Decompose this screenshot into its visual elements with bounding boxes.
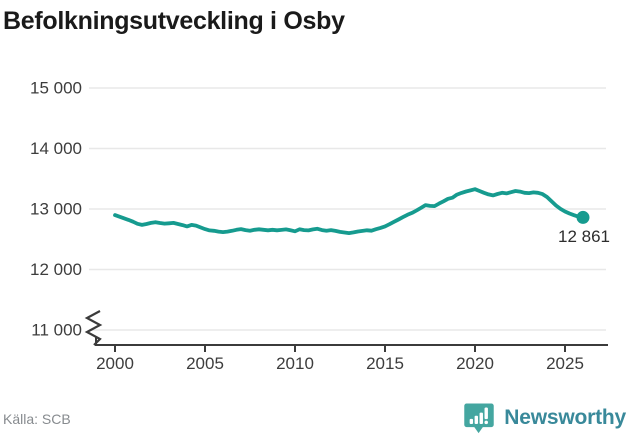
page-title: Befolkningsutveckling i Osby	[3, 7, 345, 35]
axis-break-zigzag	[84, 310, 103, 346]
y-tick-label: 14 000	[30, 139, 82, 158]
y-tick-label: 11 000	[31, 321, 82, 340]
population-line-path	[113, 187, 585, 236]
x-axis	[95, 337, 608, 352]
y-tick-label: 13 000	[30, 200, 82, 219]
bar-chart-speech-bubble-icon	[464, 403, 495, 434]
y-axis-labels: 15 000 14 000 13 000 12 000 11 000	[30, 79, 82, 340]
population-line	[113, 187, 590, 236]
x-tick-label: 2005	[186, 354, 224, 373]
y-tick-label: 15 000	[30, 79, 82, 98]
source-note: Källa: SCB	[3, 411, 71, 427]
brand-name: Newsworthy	[504, 406, 626, 429]
y-axis-break-icon	[84, 310, 103, 346]
x-axis-line	[95, 337, 608, 346]
gridlines	[89, 87, 606, 331]
x-tick-label: 2000	[96, 354, 134, 373]
x-axis-tick-labels: 2000 2005 2010 2015 2020 2025	[96, 354, 584, 373]
y-tick-label: 12 000	[30, 260, 82, 279]
newsworthy-brand-link[interactable]: Newsworthy	[462, 401, 626, 435]
x-tick-label: 2025	[546, 354, 584, 373]
x-tick-label: 2020	[456, 354, 494, 373]
x-tick-label: 2015	[366, 354, 404, 373]
x-tick-label: 2010	[276, 354, 314, 373]
latest-value-dot	[576, 210, 590, 224]
latest-value-label: 12 861	[558, 227, 610, 246]
